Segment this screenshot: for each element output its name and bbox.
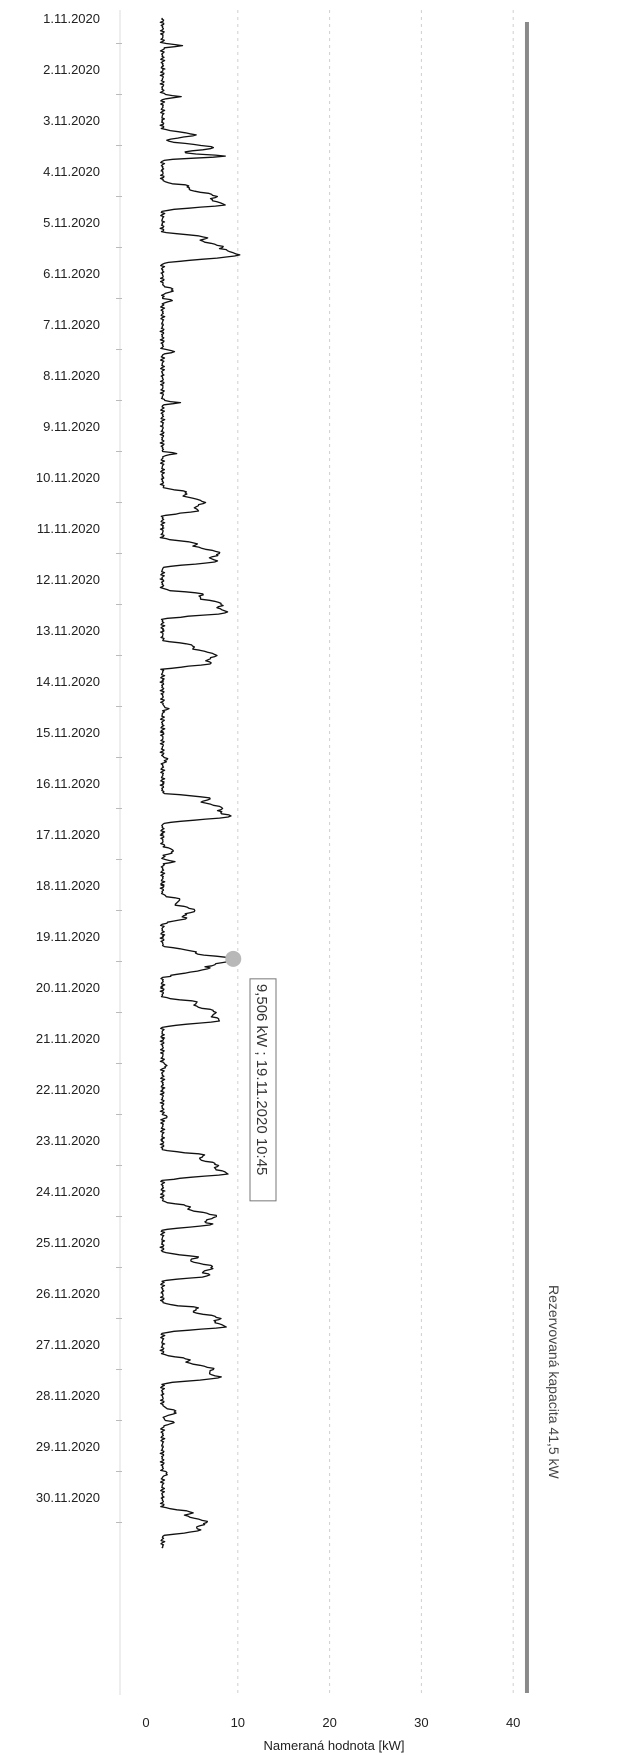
series-line (159, 17, 241, 1549)
y-tick-label: 6.11.2020 (43, 266, 100, 281)
y-tick-label: 2.11.2020 (43, 62, 100, 77)
y-tick-labels: 1.11.2020 2.11.2020 3.11.2020 4.11.2020 5.11… (36, 11, 122, 1523)
y-tick-label: 12.11.2020 (36, 572, 100, 587)
grid-lines (119, 10, 514, 1695)
y-tick-label: 17.11.2020 (36, 827, 100, 842)
y-tick-label: 4.11.2020 (43, 164, 100, 179)
y-tick-label: 19.11.2020 (36, 929, 100, 944)
y-tick-label: 25.11.2020 (36, 1235, 100, 1250)
tooltip-box (249, 978, 277, 1202)
y-tick-label: 13.11.2020 (36, 623, 100, 638)
y-tick-label: 10.11.2020 (36, 470, 100, 485)
reference-line-label: Rezervovaná kapacita 41,5 kW (546, 1285, 562, 1480)
y-tick-label: 7.11.2020 (43, 317, 100, 332)
y-tick-label: 16.11.2020 (36, 776, 100, 791)
y-tick-label: 14.11.2020 (36, 674, 100, 689)
y-tick-label: 27.11.2020 (36, 1337, 100, 1352)
y-tick-label: 20.11.2020 (36, 980, 100, 995)
y-tick-label: 8.11.2020 (43, 368, 100, 383)
x-tick-label: 10 (231, 1715, 245, 1730)
y-tick-label: 28.11.2020 (36, 1388, 100, 1403)
series-group (159, 17, 241, 1549)
x-tick-label: 30 (414, 1715, 428, 1730)
y-tick-label: 30.11.2020 (36, 1490, 100, 1505)
highlight-group[interactable]: 9,506 kW ; 19.11.2020 10:45 (225, 950, 277, 1202)
y-tick-label: 18.11.2020 (36, 878, 100, 893)
y-tick-label: 5.11.2020 (43, 215, 100, 230)
y-tick-label: 23.11.2020 (36, 1133, 100, 1148)
y-tick-label: 1.11.2020 (43, 11, 100, 26)
y-tick-label: 15.11.2020 (36, 725, 100, 740)
y-tick-label: 24.11.2020 (36, 1184, 100, 1199)
x-tick-labels: 0 10 20 30 40 (142, 1715, 520, 1730)
x-tick-label: 20 (322, 1715, 336, 1730)
x-axis-title: Nameraná hodnota [kW] (264, 1738, 405, 1753)
x-tick-label: 40 (506, 1715, 520, 1730)
y-tick-label: 21.11.2020 (36, 1031, 100, 1046)
tooltip-text: 9,506 kW ; 19.11.2020 10:45 (253, 984, 270, 1176)
y-tick-label: 9.11.2020 (43, 419, 100, 434)
x-tick-label: 0 (142, 1715, 149, 1730)
y-tick-label: 11.11.2020 (37, 521, 100, 536)
highlight-marker[interactable] (225, 950, 242, 967)
y-tick-label: 26.11.2020 (36, 1286, 100, 1301)
y-tick-label: 29.11.2020 (36, 1439, 100, 1454)
y-tick-label: 22.11.2020 (36, 1082, 100, 1097)
reference-line-group: Rezervovaná kapacita 41,5 kW (524, 22, 562, 1693)
y-tick-label: 3.11.2020 (43, 113, 100, 128)
